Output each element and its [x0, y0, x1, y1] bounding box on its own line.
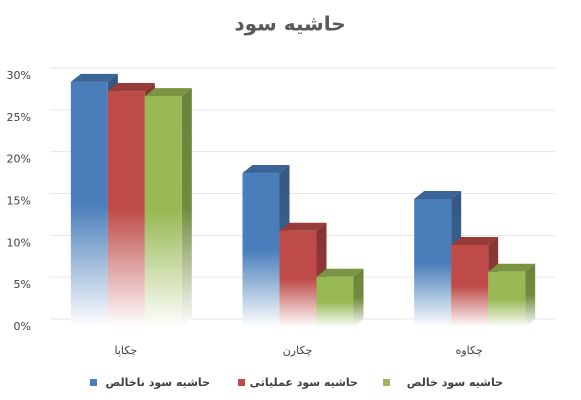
bar-side: [181, 88, 192, 327]
bar-top: [414, 190, 462, 199]
bar: [414, 198, 452, 327]
chart-title: حاشیه سود: [234, 12, 345, 36]
y-tick-label: 15%: [7, 195, 31, 208]
legend-label: حاشیه سود ناخالص: [105, 376, 210, 389]
bar-top: [144, 88, 192, 97]
legend-marker: [238, 379, 245, 386]
bar-top: [242, 165, 290, 174]
legend-label: حاشیه سود خالص: [407, 376, 503, 389]
bar: [242, 173, 280, 327]
bar-top: [451, 237, 499, 246]
bar-top: [316, 268, 364, 277]
bar-top: [107, 83, 155, 92]
bar: [451, 245, 489, 327]
y-tick-label: 5%: [14, 278, 31, 291]
y-tick-label: 0%: [14, 320, 31, 333]
x-tick-label: چکاپا: [115, 344, 138, 357]
bar: [316, 276, 354, 327]
bar: [70, 81, 108, 328]
y-tick-label: 30%: [7, 69, 31, 82]
legend-marker: [90, 379, 97, 386]
bar-side: [353, 268, 364, 327]
bar-top: [70, 73, 118, 82]
y-tick-label: 20%: [7, 153, 31, 166]
bar: [488, 271, 526, 327]
bar: [279, 230, 317, 327]
bar-side: [525, 263, 536, 327]
x-tick-label: چکارن: [283, 344, 313, 357]
y-tick-label: 25%: [7, 111, 31, 124]
bar-top: [488, 263, 536, 272]
legend-marker: [383, 379, 390, 386]
legend-label: حاشیه سود عملیاتی: [250, 376, 358, 389]
bar-top: [279, 222, 327, 231]
x-tick-label: چکاوه: [456, 344, 483, 357]
bar: [144, 96, 182, 327]
y-tick-label: 10%: [7, 236, 31, 249]
bar: [107, 91, 145, 327]
